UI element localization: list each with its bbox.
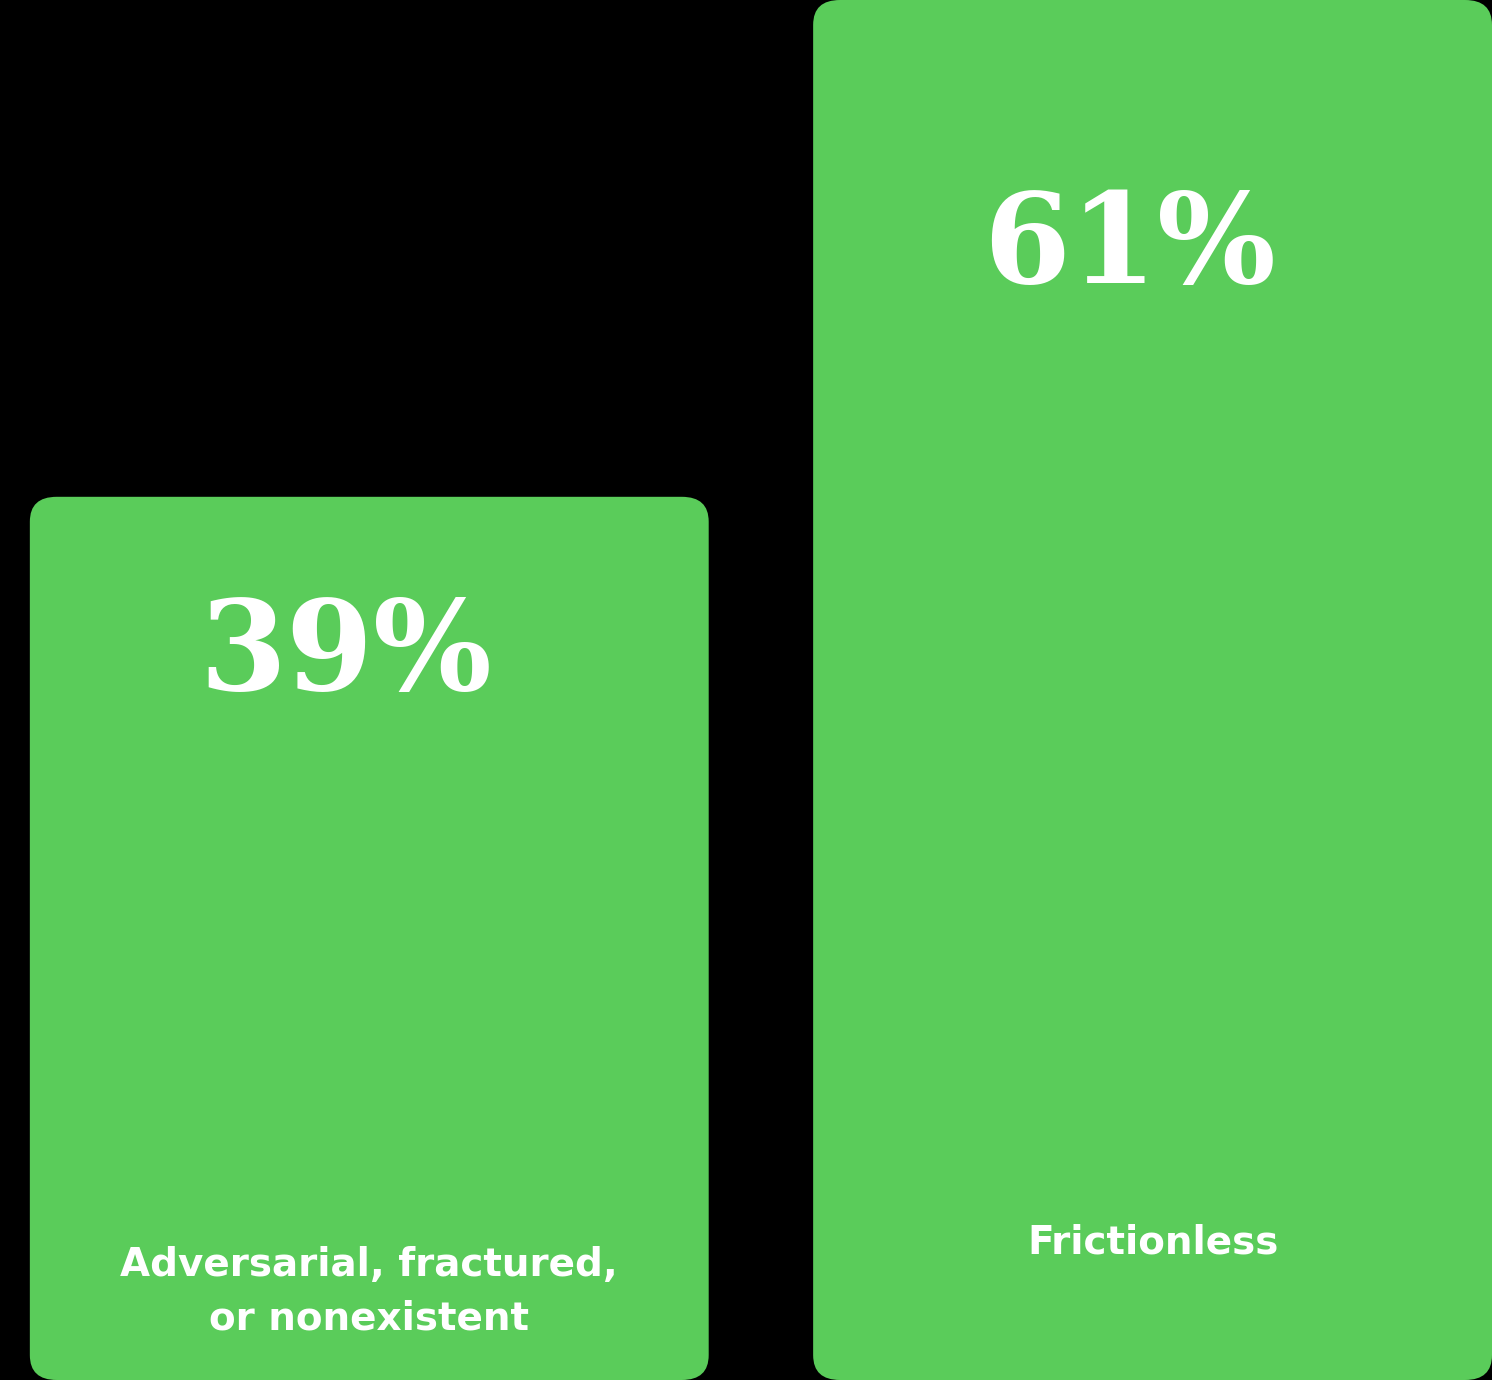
FancyBboxPatch shape bbox=[30, 497, 709, 1380]
Text: 61%: 61% bbox=[983, 188, 1276, 309]
Text: Adversarial, fractured,
or nonexistent: Adversarial, fractured, or nonexistent bbox=[121, 1246, 618, 1337]
Text: 39%: 39% bbox=[200, 595, 492, 716]
FancyBboxPatch shape bbox=[813, 0, 1492, 1380]
Text: Frictionless: Frictionless bbox=[1026, 1223, 1279, 1261]
